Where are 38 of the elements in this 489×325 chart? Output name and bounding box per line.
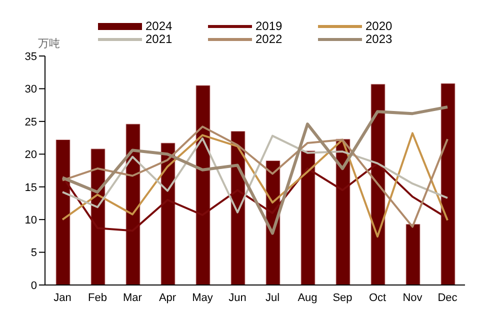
- x-tick-label: Aug: [298, 292, 318, 304]
- bar: [90, 148, 106, 285]
- y-tick-label: 10: [24, 214, 37, 226]
- x-tick-label: Jun: [228, 292, 246, 304]
- x-tick-label: Feb: [88, 292, 107, 304]
- bar: [160, 142, 176, 285]
- bar: [300, 150, 316, 285]
- legend-label: 2023: [366, 32, 392, 46]
- line-series: [61, 106, 449, 235]
- x-tick-label: Apr: [158, 292, 176, 304]
- legend-label: 2020: [366, 19, 392, 33]
- x-tick-label: Jan: [54, 292, 72, 304]
- bar: [406, 224, 420, 285]
- bar: [370, 84, 386, 285]
- y-tick-label: 20: [24, 149, 37, 162]
- bar: [440, 83, 456, 285]
- legend-label: 2024: [146, 19, 172, 33]
- y-tick-label: 35: [24, 50, 37, 63]
- y-tick-label: 0: [30, 280, 37, 292]
- line-series: [62, 162, 448, 232]
- legend-label: 2019: [256, 19, 282, 33]
- x-tick-label: Mar: [123, 292, 142, 304]
- y-tick-label: 30: [24, 84, 37, 96]
- bar: [56, 140, 70, 285]
- x-tick-label: Sep: [332, 292, 352, 304]
- legend-label: 2021: [146, 32, 172, 46]
- x-tick-label: Jul: [265, 292, 280, 304]
- x-tick-label: Oct: [368, 292, 386, 304]
- y-tick-label: 15: [24, 182, 37, 194]
- line-series: [62, 134, 448, 214]
- legend-label: 2022: [256, 32, 282, 46]
- x-tick-label: May: [192, 292, 214, 304]
- bar: [196, 85, 210, 285]
- y-axis-title: 万吨: [38, 37, 60, 51]
- x-tick-label: Nov: [402, 292, 423, 304]
- y-tick-label: 5: [30, 247, 37, 260]
- y-tick-label: 25: [24, 116, 37, 128]
- x-tick-label: Dec: [438, 292, 458, 304]
